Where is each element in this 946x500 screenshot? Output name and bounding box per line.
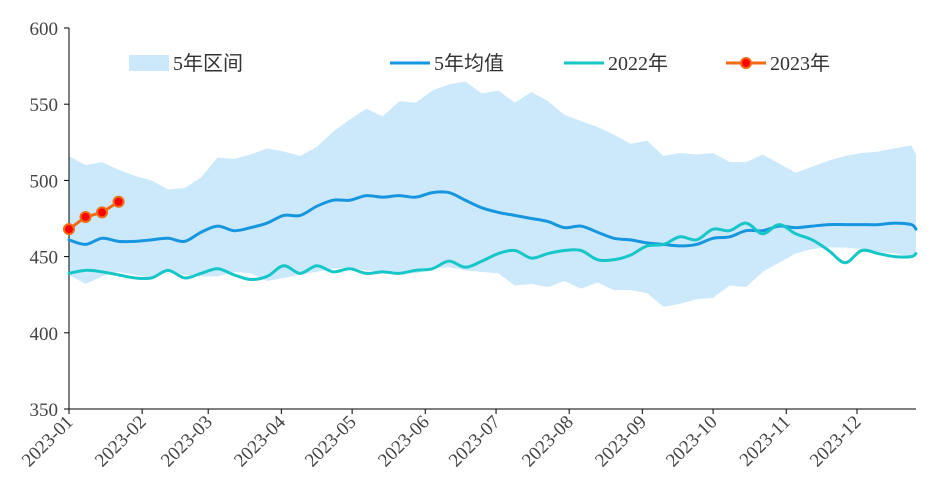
x-tick-label: 2023-02	[91, 412, 151, 472]
legend-swatch-band	[129, 55, 169, 71]
series-point	[96, 206, 109, 219]
series-point	[63, 223, 75, 236]
y-tick-label: 600	[30, 19, 59, 40]
legend: 5年区间 5年均值 2022年 2023年	[129, 52, 830, 75]
x-tick-label: 2023-07	[445, 412, 505, 472]
y-tick-label: 350	[30, 400, 59, 421]
x-tick-label: 2023-10	[662, 412, 722, 472]
band-layer	[69, 81, 916, 307]
legend-label-band: 5年区间	[173, 52, 243, 75]
y-tick-label: 450	[30, 248, 59, 269]
series-line-1	[67, 221, 918, 281]
x-tick-label: 2023-09	[591, 412, 651, 472]
x-tick-label: 2023-03	[157, 412, 217, 472]
legend-label-series-1: 2022年	[608, 52, 668, 75]
x-tick-label: 2023-04	[230, 411, 290, 471]
x-tick-label: 2023-12	[806, 412, 866, 472]
y-tick-label: 500	[30, 171, 59, 192]
series-point	[79, 210, 92, 223]
x-tick-label: 2023-06	[374, 412, 434, 472]
legend-label-series-0: 5年均值	[434, 52, 504, 75]
series-point	[112, 195, 125, 208]
x-tick-label: 2023-11	[736, 412, 795, 471]
x-tick-label: 2023-08	[518, 412, 578, 472]
y-tick-label: 550	[30, 95, 59, 116]
series-line-2	[67, 200, 121, 231]
y-tick-label: 400	[30, 324, 59, 345]
x-tick-label: 2023-05	[301, 412, 361, 472]
band-area	[69, 81, 916, 307]
legend-label-series-2: 2023年	[770, 52, 830, 75]
series-layer	[63, 190, 918, 281]
legend-marker	[740, 57, 752, 69]
